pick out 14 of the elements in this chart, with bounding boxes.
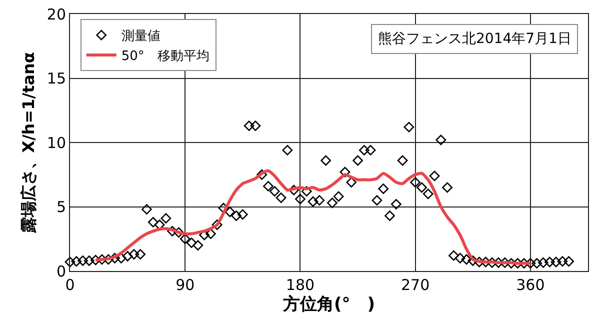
x-tick-label: 90 [176,276,195,294]
y-tick-label: 10 [46,134,66,152]
y-axis-title: 露場広さ、X/h=1/tanα [18,52,38,234]
legend-label: 測量値 [121,29,160,44]
x-tick-label: 360 [516,276,545,294]
x-tick-label: 180 [286,276,315,294]
legend-label: 50° 移動平均 [121,49,210,64]
x-axis-title: 方位角(° ) [282,294,376,314]
y-tick-label: 5 [56,198,66,216]
annotation: 熊谷フェンス北2014年7月1日 [378,31,572,47]
y-tick-label: 20 [46,5,66,24]
y-tick-label: 0 [56,262,66,280]
y-tick-label: 15 [46,70,66,88]
x-tick-label: 270 [401,276,430,294]
